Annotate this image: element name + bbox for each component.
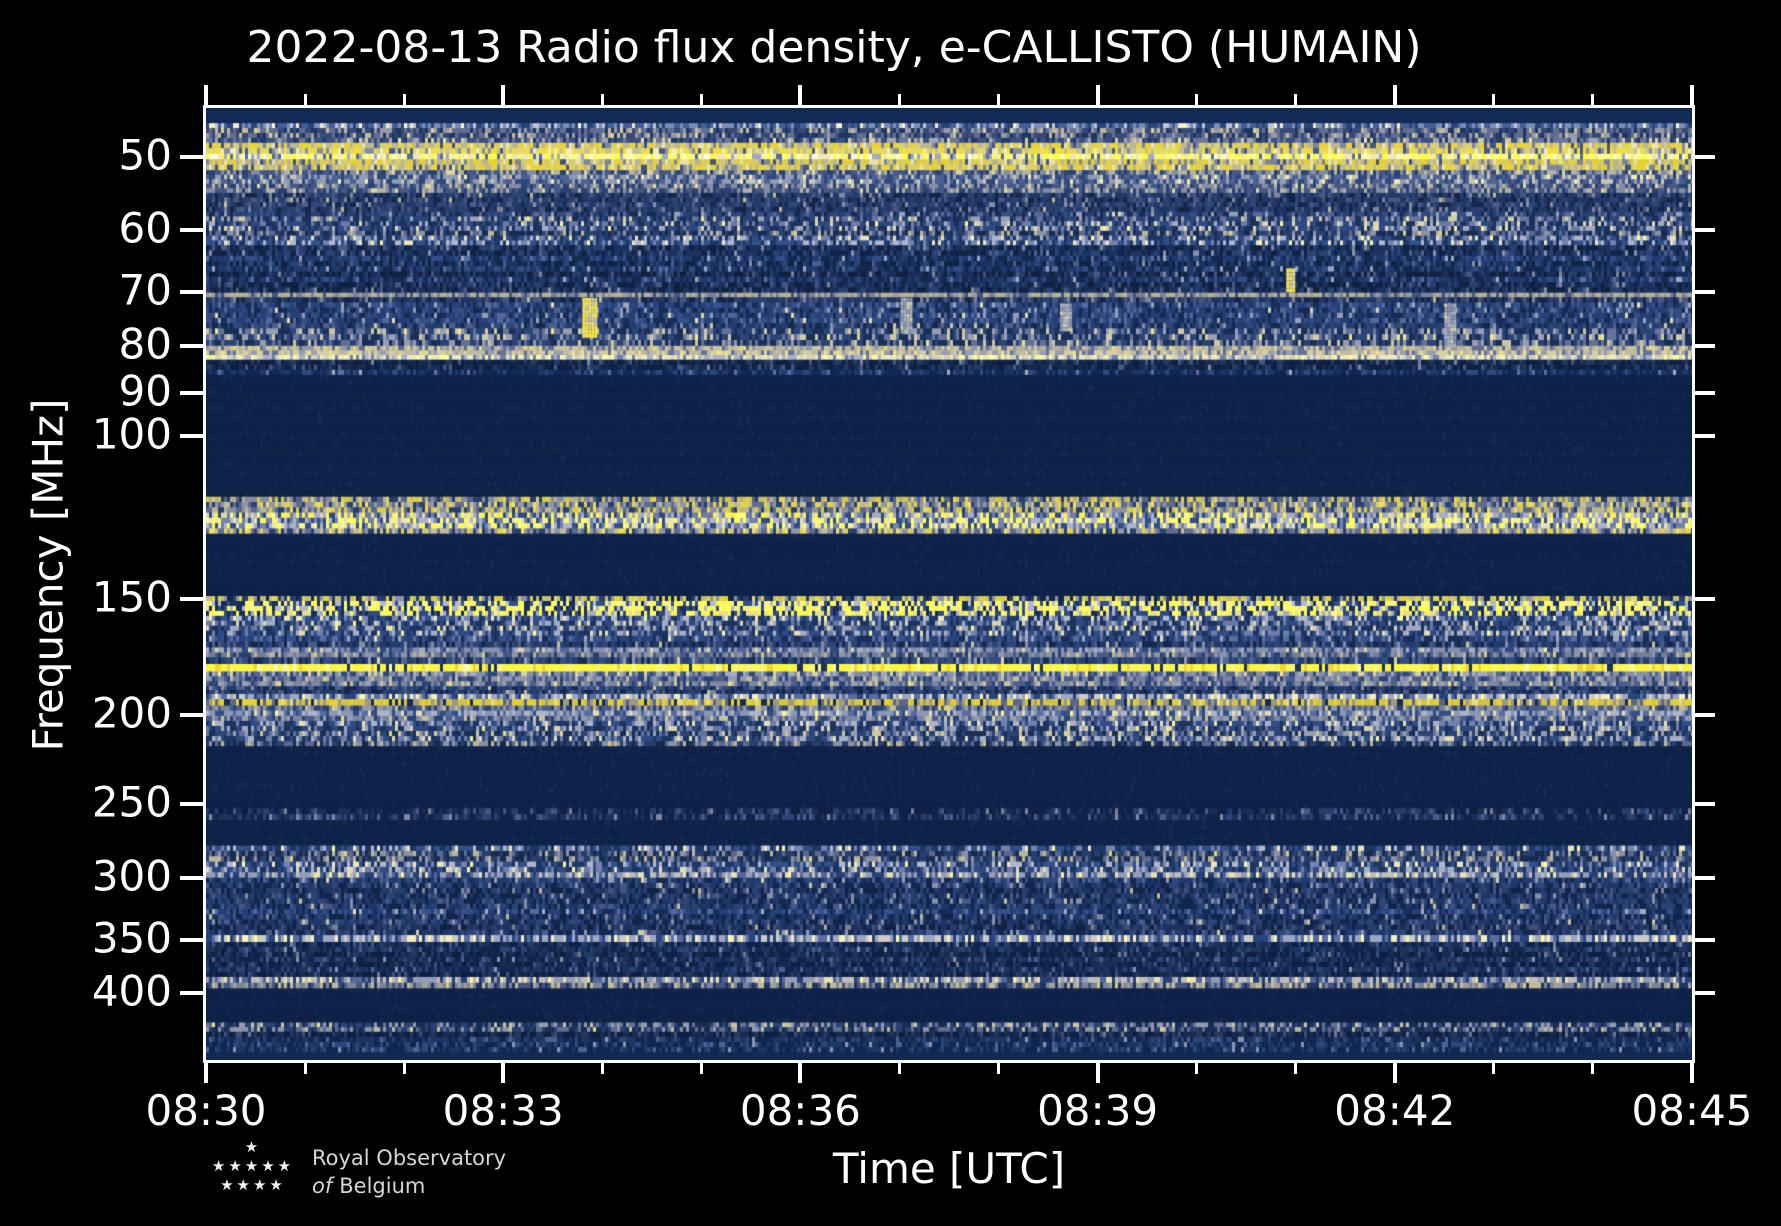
x-major-tick-top: [1095, 85, 1100, 105]
y-tick-label: 80: [118, 319, 172, 369]
x-minor-tick-bottom: [1591, 1063, 1595, 1074]
rob-logo: Royal Observatory of Belgium: [312, 1144, 506, 1200]
y-major-tick-left: [180, 596, 203, 601]
rob-logo-belgium: Belgium: [339, 1174, 426, 1198]
y-major-tick-left: [180, 343, 203, 348]
y-tick-label: 250: [91, 777, 172, 827]
y-major-tick-left: [180, 875, 203, 880]
x-minor-tick-top: [600, 94, 604, 105]
x-minor-tick-bottom: [402, 1063, 406, 1074]
chart-title: 2022-08-13 Radio flux density, e-CALLIST…: [246, 22, 1422, 73]
y-major-tick-left: [180, 802, 203, 807]
x-minor-tick-top: [1591, 94, 1595, 105]
y-major-tick-right: [1695, 991, 1715, 996]
x-minor-tick-bottom: [699, 1063, 703, 1074]
y-tick-label: 300: [91, 851, 172, 901]
y-major-tick-right: [1695, 433, 1715, 438]
x-tick-label: 08:36: [739, 1086, 861, 1135]
x-minor-tick-bottom: [1492, 1063, 1496, 1074]
y-major-tick-left: [180, 712, 203, 717]
x-minor-tick-bottom: [1195, 1063, 1199, 1074]
x-minor-tick-top: [1294, 94, 1298, 105]
x-major-tick-bottom: [798, 1063, 803, 1083]
x-minor-tick-bottom: [1294, 1063, 1298, 1074]
x-tick-label: 08:39: [1037, 1086, 1159, 1135]
x-minor-tick-top: [1492, 94, 1496, 105]
y-major-tick-left: [180, 937, 203, 942]
y-major-tick-left: [180, 433, 203, 438]
x-minor-tick-bottom: [897, 1063, 901, 1074]
x-tick-label: 08:45: [1631, 1086, 1753, 1135]
x-minor-tick-top: [303, 94, 307, 105]
y-major-tick-left: [180, 154, 203, 159]
spectrogram-canvas: [206, 108, 1692, 1060]
y-tick-label: 70: [118, 265, 172, 315]
y-major-tick-right: [1695, 391, 1715, 396]
y-major-tick-left: [180, 290, 203, 295]
y-tick-label: 60: [118, 203, 172, 253]
x-major-tick-bottom: [1690, 1063, 1694, 1083]
y-major-tick-left: [180, 391, 203, 396]
y-tick-label: 50: [118, 130, 172, 180]
x-major-tick-top: [798, 85, 803, 105]
y-major-tick-right: [1695, 228, 1715, 233]
x-major-tick-top: [501, 85, 506, 105]
x-axis-label: Time [UTC]: [832, 1144, 1066, 1193]
rob-logo-stars-icon: ★ ★★★★★ ★★★★: [206, 1138, 300, 1195]
star-row-icon: ★★★★★: [211, 1157, 295, 1175]
y-major-tick-right: [1695, 712, 1715, 717]
x-minor-tick-bottom: [997, 1063, 1001, 1074]
x-major-tick-bottom: [1392, 1063, 1397, 1083]
star-row-icon: ★: [244, 1138, 262, 1156]
plot-area: [203, 105, 1695, 1063]
x-major-tick-top: [1392, 85, 1397, 105]
x-minor-tick-top: [997, 94, 1001, 105]
y-major-tick-right: [1695, 875, 1715, 880]
rob-logo-line2: of Belgium: [312, 1172, 506, 1200]
y-tick-label: 350: [91, 913, 172, 963]
y-axis-label: Frequency [MHz]: [23, 398, 73, 752]
y-major-tick-left: [180, 228, 203, 233]
x-tick-label: 08:30: [145, 1086, 267, 1135]
x-minor-tick-top: [402, 94, 406, 105]
star-row-icon: ★★★★: [220, 1176, 286, 1194]
rob-logo-of: of: [312, 1174, 333, 1198]
x-tick-label: 08:42: [1334, 1086, 1456, 1135]
x-tick-label: 08:33: [442, 1086, 564, 1135]
x-minor-tick-bottom: [303, 1063, 307, 1074]
rob-logo-line1: Royal Observatory: [312, 1146, 507, 1170]
y-major-tick-right: [1695, 937, 1715, 942]
y-major-tick-right: [1695, 290, 1715, 295]
y-major-tick-right: [1695, 343, 1715, 348]
x-major-tick-top: [204, 85, 208, 105]
x-major-tick-bottom: [501, 1063, 506, 1083]
x-major-tick-bottom: [1095, 1063, 1100, 1083]
y-major-tick-right: [1695, 802, 1715, 807]
x-minor-tick-top: [1195, 94, 1199, 105]
x-major-tick-top: [1690, 85, 1694, 105]
y-major-tick-left: [180, 991, 203, 996]
x-minor-tick-top: [699, 94, 703, 105]
y-major-tick-right: [1695, 154, 1715, 159]
x-minor-tick-bottom: [600, 1063, 604, 1074]
y-major-tick-right: [1695, 596, 1715, 601]
y-tick-label: 400: [91, 966, 172, 1016]
x-major-tick-bottom: [204, 1063, 208, 1083]
x-minor-tick-top: [897, 94, 901, 105]
